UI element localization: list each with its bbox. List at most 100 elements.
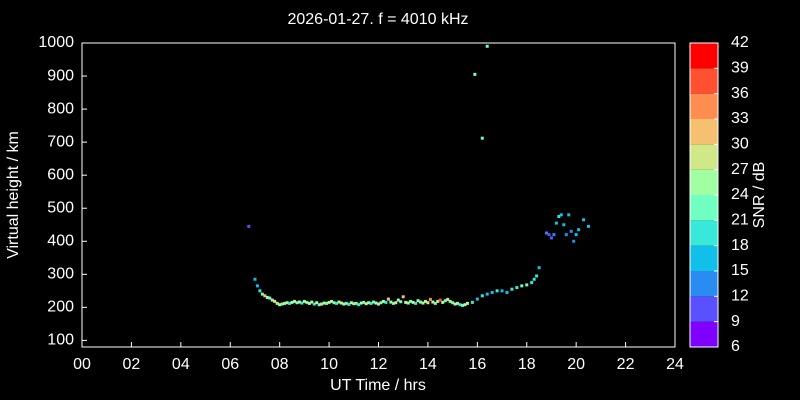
data-point <box>515 286 519 290</box>
colorbar-tick-label: 27 <box>731 161 749 178</box>
data-point <box>302 299 306 303</box>
data-point <box>273 299 277 303</box>
data-point <box>372 300 376 304</box>
data-point <box>419 300 423 304</box>
data-point <box>465 301 469 305</box>
data-point <box>490 290 494 294</box>
data-point <box>409 299 413 303</box>
y-tick-label: 800 <box>47 100 74 117</box>
colorbar-swatch <box>690 43 718 69</box>
data-point <box>394 301 398 305</box>
x-tick-label: 10 <box>320 356 338 373</box>
data-point <box>416 299 420 303</box>
data-point <box>253 277 257 281</box>
data-point <box>456 301 460 305</box>
data-point <box>532 277 536 281</box>
colorbar-tick-label: 9 <box>731 313 740 330</box>
y-tick-label: 300 <box>47 266 74 283</box>
data-point <box>587 224 591 228</box>
x-tick-label: 18 <box>518 356 536 373</box>
data-point <box>364 302 368 306</box>
data-point <box>520 284 524 288</box>
data-point <box>275 301 279 305</box>
data-point <box>562 223 566 227</box>
data-point <box>451 301 455 305</box>
colorbar-swatch <box>690 93 718 119</box>
data-point <box>255 284 259 288</box>
colorbar-tick-label: 12 <box>731 288 749 305</box>
data-point <box>322 301 326 305</box>
data-point <box>559 213 563 217</box>
data-point <box>315 301 319 305</box>
data-point <box>337 300 341 304</box>
data-point <box>557 214 561 218</box>
data-point <box>268 296 272 300</box>
data-point <box>552 233 556 237</box>
colorbar-tick-label: 42 <box>731 34 749 51</box>
colorbar-tick-label: 30 <box>731 136 749 153</box>
plot-frame <box>81 42 676 348</box>
data-point <box>359 301 363 305</box>
data-point <box>480 294 484 298</box>
data-point <box>263 294 267 298</box>
data-point <box>265 295 269 299</box>
x-tick-label: 22 <box>617 356 635 373</box>
data-point <box>312 302 316 306</box>
colorbar-swatch <box>690 195 718 221</box>
data-point <box>357 303 361 307</box>
data-point <box>278 303 282 307</box>
data-point <box>297 300 301 304</box>
colorbar-swatch <box>690 321 718 347</box>
data-point <box>354 301 358 305</box>
data-point <box>247 224 251 228</box>
data-point <box>582 218 586 222</box>
y-tick-label: 500 <box>47 199 74 216</box>
data-point <box>349 301 353 305</box>
data-point <box>567 213 571 217</box>
colorbar-tick-label: 6 <box>731 338 740 355</box>
data-point <box>423 299 427 303</box>
data-point <box>362 300 366 304</box>
y-tick-label: 700 <box>47 133 74 150</box>
data-point <box>280 302 284 306</box>
colorbar-swatch <box>690 271 718 297</box>
data-point <box>332 301 336 305</box>
data-point <box>295 301 299 305</box>
data-point <box>305 300 309 304</box>
data-point <box>307 301 311 305</box>
data-point <box>325 301 329 305</box>
x-tick-label: 00 <box>73 356 91 373</box>
data-point <box>428 297 432 301</box>
data-point <box>310 300 314 304</box>
data-point <box>554 221 558 225</box>
data-point <box>438 298 442 302</box>
data-point <box>535 274 539 278</box>
data-point <box>258 289 262 293</box>
data-point <box>260 292 264 296</box>
colorbar-swatch <box>690 296 718 322</box>
data-point <box>436 299 440 303</box>
colorbar-tick-label: 36 <box>731 85 749 102</box>
data-point <box>300 301 304 305</box>
data-point <box>379 301 383 305</box>
data-point <box>475 297 479 301</box>
data-point <box>391 301 395 305</box>
y-tick-label: 200 <box>47 299 74 316</box>
data-point <box>448 299 452 303</box>
x-tick-label: 14 <box>419 356 437 373</box>
data-point <box>334 301 338 305</box>
data-point <box>549 236 553 240</box>
data-point <box>377 302 380 306</box>
colorbar-tick-label: 24 <box>731 186 749 203</box>
data-point <box>537 266 541 270</box>
x-tick-label: 06 <box>221 356 239 373</box>
colorbar-tick-label: 39 <box>731 60 749 77</box>
data-point <box>386 297 390 301</box>
data-point <box>547 233 551 237</box>
y-axis-label: Virtual height / km <box>5 131 22 259</box>
data-point <box>510 287 514 291</box>
y-tick-label: 1000 <box>38 34 74 51</box>
data-point <box>285 301 289 305</box>
y-tick-label: 900 <box>47 67 74 84</box>
data-point <box>317 303 321 307</box>
